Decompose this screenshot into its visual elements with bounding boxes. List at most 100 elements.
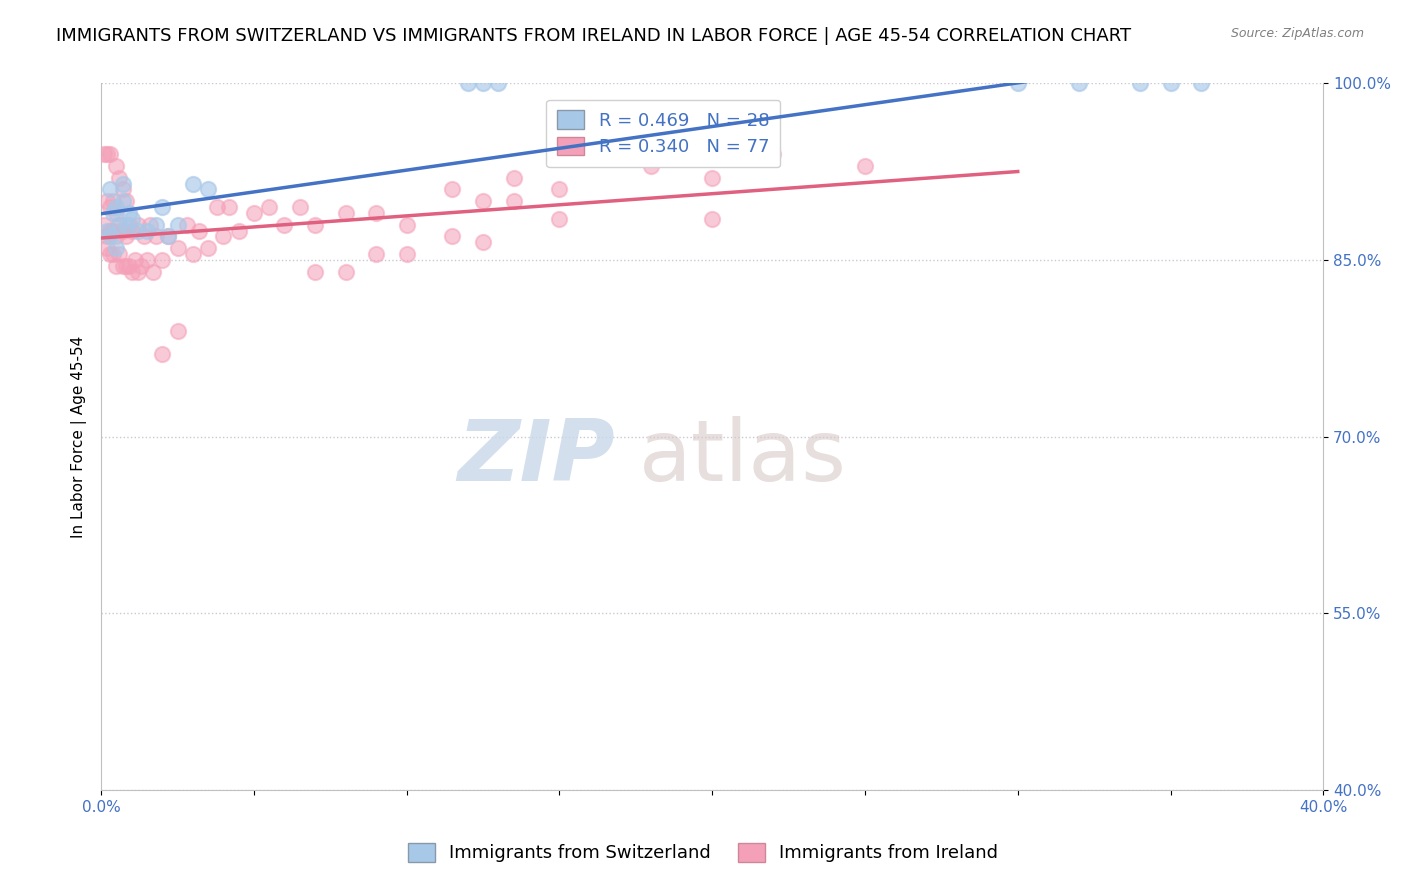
- Point: [93, 218, 115, 232]
- Point: [114, 218, 136, 232]
- Point: [108, 170, 131, 185]
- Point: [103, 194, 125, 209]
- Point: [176, 218, 198, 232]
- Point: [257, 200, 280, 214]
- Point: [98, 147, 121, 161]
- Point: [228, 224, 250, 238]
- Point: [166, 218, 188, 232]
- Point: [111, 224, 134, 238]
- Point: [121, 211, 143, 226]
- Point: [441, 229, 464, 244]
- Point: [304, 265, 326, 279]
- Point: [127, 265, 149, 279]
- Point: [335, 206, 357, 220]
- Point: [335, 265, 357, 279]
- Point: [212, 229, 235, 244]
- Point: [114, 229, 136, 244]
- Point: [640, 159, 662, 173]
- Point: [98, 247, 121, 261]
- Point: [98, 229, 121, 244]
- Point: [366, 247, 388, 261]
- Point: [243, 206, 266, 220]
- Point: [218, 200, 240, 214]
- Point: [395, 218, 418, 232]
- Point: [117, 259, 139, 273]
- Point: [105, 159, 128, 173]
- Legend: Immigrants from Switzerland, Immigrants from Ireland: Immigrants from Switzerland, Immigrants …: [401, 836, 1005, 870]
- Point: [472, 235, 495, 250]
- Point: [457, 77, 479, 91]
- Point: [103, 247, 125, 261]
- Point: [762, 147, 785, 161]
- Point: [96, 194, 118, 209]
- Point: [145, 229, 167, 244]
- Point: [702, 211, 724, 226]
- Point: [853, 159, 876, 173]
- Point: [111, 259, 134, 273]
- Point: [150, 200, 173, 214]
- Point: [486, 77, 509, 91]
- Point: [105, 259, 128, 273]
- Point: [124, 253, 146, 268]
- Point: [1129, 77, 1152, 91]
- Point: [136, 253, 159, 268]
- Point: [93, 147, 115, 161]
- Point: [702, 170, 724, 185]
- Point: [108, 247, 131, 261]
- Point: [96, 224, 118, 238]
- Point: [502, 170, 524, 185]
- Point: [145, 218, 167, 232]
- Text: Source: ZipAtlas.com: Source: ZipAtlas.com: [1230, 27, 1364, 40]
- Point: [157, 229, 180, 244]
- Point: [181, 177, 204, 191]
- Point: [441, 182, 464, 196]
- Point: [142, 265, 165, 279]
- Point: [98, 200, 121, 214]
- Point: [108, 218, 131, 232]
- Point: [96, 241, 118, 255]
- Point: [472, 194, 495, 209]
- Point: [1007, 77, 1029, 91]
- Point: [105, 241, 128, 255]
- Point: [166, 324, 188, 338]
- Point: [121, 265, 143, 279]
- Point: [181, 247, 204, 261]
- Point: [139, 218, 162, 232]
- Point: [273, 218, 295, 232]
- Point: [197, 241, 219, 255]
- Point: [117, 218, 139, 232]
- Point: [1067, 77, 1090, 91]
- Point: [127, 224, 149, 238]
- Point: [136, 224, 159, 238]
- Point: [548, 211, 571, 226]
- Point: [472, 77, 495, 91]
- Point: [150, 253, 173, 268]
- Legend: R = 0.469   N = 28, R = 0.340   N = 77: R = 0.469 N = 28, R = 0.340 N = 77: [547, 100, 780, 167]
- Point: [111, 194, 134, 209]
- Point: [166, 241, 188, 255]
- Point: [111, 182, 134, 196]
- Point: [121, 224, 143, 238]
- Point: [127, 218, 149, 232]
- Point: [395, 247, 418, 261]
- Point: [187, 224, 209, 238]
- Point: [304, 218, 326, 232]
- Point: [548, 182, 571, 196]
- Point: [207, 200, 229, 214]
- Point: [108, 218, 131, 232]
- Point: [103, 206, 125, 220]
- Point: [105, 200, 128, 214]
- Point: [197, 182, 219, 196]
- Text: IMMIGRANTS FROM SWITZERLAND VS IMMIGRANTS FROM IRELAND IN LABOR FORCE | AGE 45-5: IMMIGRANTS FROM SWITZERLAND VS IMMIGRANT…: [56, 27, 1132, 45]
- Text: atlas: atlas: [638, 417, 846, 500]
- Point: [502, 194, 524, 209]
- Point: [117, 206, 139, 220]
- Point: [96, 229, 118, 244]
- Point: [98, 224, 121, 238]
- Point: [129, 259, 152, 273]
- Point: [1160, 77, 1182, 91]
- Point: [288, 200, 311, 214]
- Point: [1189, 77, 1212, 91]
- Point: [132, 229, 155, 244]
- Point: [114, 194, 136, 209]
